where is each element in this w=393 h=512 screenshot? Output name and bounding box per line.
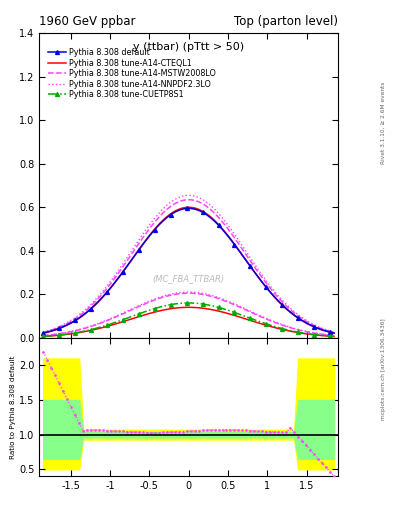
Pythia 8.308 tune-A14-NNPDF2.3LO	[41, 329, 46, 335]
Pythia 8.308 tune-A14-MSTW2008LO	[136, 241, 141, 247]
Text: Top (parton level): Top (parton level)	[234, 15, 338, 28]
Pythia 8.308 tune-A14-NNPDF2.3LO	[184, 193, 189, 199]
Pythia 8.308 default	[188, 205, 193, 211]
Text: y (ttbar) (pTtt > 50): y (ttbar) (pTtt > 50)	[133, 42, 244, 52]
Pythia 8.308 tune-A14-MSTW2008LO	[101, 290, 105, 296]
Pythia 8.308 tune-A14-CTEQL1	[332, 330, 336, 336]
Pythia 8.308 default	[308, 322, 312, 328]
Line: Pythia 8.308 tune-CUETP8S1: Pythia 8.308 tune-CUETP8S1	[41, 301, 336, 338]
Line: Pythia 8.308 tune-A14-MSTW2008LO: Pythia 8.308 tune-A14-MSTW2008LO	[43, 200, 334, 332]
Pythia 8.308 default	[208, 215, 213, 221]
Text: 1960 GeV ppbar: 1960 GeV ppbar	[39, 15, 136, 28]
Pythia 8.308 tune-A14-CTEQL1	[308, 322, 312, 328]
Pythia 8.308 tune-CUETP8S1	[184, 300, 189, 306]
Pythia 8.308 tune-A14-NNPDF2.3LO	[101, 288, 105, 294]
Text: (MC_FBA_TTBAR): (MC_FBA_TTBAR)	[152, 274, 225, 283]
Pythia 8.308 tune-A14-CTEQL1	[101, 294, 105, 300]
Text: mcplots.cern.ch [arXiv:1306.3436]: mcplots.cern.ch [arXiv:1306.3436]	[381, 318, 386, 419]
Pythia 8.308 tune-CUETP8S1	[308, 331, 312, 337]
Pythia 8.308 tune-A14-CTEQL1	[208, 214, 213, 220]
Pythia 8.308 tune-A14-NNPDF2.3LO	[208, 202, 213, 208]
Pythia 8.308 tune-CUETP8S1	[41, 333, 46, 339]
Y-axis label: Ratio to Pythia 8.308 default: Ratio to Pythia 8.308 default	[10, 355, 16, 459]
Pythia 8.308 default	[101, 293, 105, 300]
Pythia 8.308 tune-CUETP8S1	[101, 323, 105, 329]
Pythia 8.308 tune-A14-MSTW2008LO	[105, 285, 109, 291]
Pythia 8.308 default	[332, 330, 336, 336]
Line: Pythia 8.308 tune-A14-CTEQL1: Pythia 8.308 tune-A14-CTEQL1	[43, 207, 334, 333]
Line: Pythia 8.308 default: Pythia 8.308 default	[41, 206, 336, 335]
Pythia 8.308 tune-A14-NNPDF2.3LO	[105, 283, 109, 289]
Pythia 8.308 tune-A14-CTEQL1	[105, 289, 109, 295]
Pythia 8.308 tune-A14-NNPDF2.3LO	[204, 199, 209, 205]
Pythia 8.308 tune-CUETP8S1	[204, 302, 209, 308]
Pythia 8.308 tune-CUETP8S1	[105, 322, 109, 328]
Line: Pythia 8.308 tune-A14-NNPDF2.3LO: Pythia 8.308 tune-A14-NNPDF2.3LO	[43, 196, 334, 332]
Pythia 8.308 tune-CUETP8S1	[332, 333, 336, 339]
Pythia 8.308 tune-A14-MSTW2008LO	[41, 329, 46, 335]
Pythia 8.308 default	[41, 330, 46, 336]
Pythia 8.308 default	[204, 211, 209, 218]
Pythia 8.308 tune-A14-CTEQL1	[184, 204, 189, 210]
Pythia 8.308 tune-A14-NNPDF2.3LO	[332, 329, 336, 335]
Pythia 8.308 tune-A14-CTEQL1	[41, 330, 46, 336]
Pythia 8.308 tune-A14-NNPDF2.3LO	[136, 237, 141, 243]
Pythia 8.308 tune-A14-MSTW2008LO	[204, 203, 209, 209]
Pythia 8.308 default	[105, 289, 109, 295]
Pythia 8.308 default	[136, 247, 141, 253]
Pythia 8.308 tune-A14-MSTW2008LO	[184, 197, 189, 203]
Pythia 8.308 tune-A14-MSTW2008LO	[208, 206, 213, 212]
Pythia 8.308 tune-CUETP8S1	[136, 311, 141, 317]
Pythia 8.308 tune-A14-CTEQL1	[204, 210, 209, 217]
Pythia 8.308 tune-A14-MSTW2008LO	[308, 321, 312, 327]
Pythia 8.308 tune-CUETP8S1	[208, 303, 213, 309]
Pythia 8.308 tune-A14-MSTW2008LO	[332, 329, 336, 335]
Legend: Pythia 8.308 default, Pythia 8.308 tune-A14-CTEQL1, Pythia 8.308 tune-A14-MSTW20: Pythia 8.308 default, Pythia 8.308 tune-…	[46, 47, 217, 101]
Pythia 8.308 tune-A14-CTEQL1	[136, 247, 141, 253]
Text: Rivet 3.1.10, ≥ 2.6M events: Rivet 3.1.10, ≥ 2.6M events	[381, 82, 386, 164]
Pythia 8.308 tune-A14-NNPDF2.3LO	[308, 319, 312, 326]
